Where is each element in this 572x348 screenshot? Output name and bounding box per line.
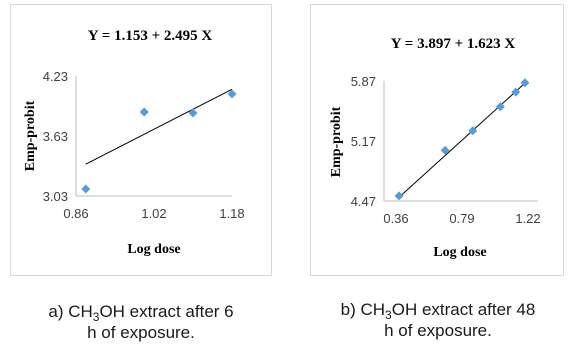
chart-b-point-4	[511, 87, 521, 97]
chart-b-point-0	[394, 191, 404, 201]
chart-a-ytick-1: 3.63	[43, 129, 68, 144]
chart-a-ylabel: Emp-probit	[23, 100, 38, 171]
caption-a-line2: h of exposure.	[87, 323, 195, 342]
chart-b-point-1	[440, 145, 450, 155]
chart-b-ytick-1: 5.17	[351, 134, 376, 149]
chart-b-point-2	[468, 126, 478, 136]
caption-b: b) CH3OH extract after 48 h of exposure.	[312, 300, 564, 341]
chart-b-xtick-0: 0.36	[383, 211, 408, 226]
chart-b-xlabel: Log dose	[433, 245, 486, 260]
chart-b-point-5	[520, 78, 530, 88]
chart-a-title: Y = 1.153 + 2.495 X	[88, 28, 213, 44]
chart-a-plot	[81, 88, 237, 194]
caption-a: a) CH3OH extract after 6 h of exposure.	[20, 302, 262, 343]
caption-b-line2: h of exposure.	[384, 321, 492, 340]
chart-b-point-3	[495, 102, 505, 112]
chart-a-ytick-2: 4.23	[43, 69, 68, 84]
chart-b-plot	[394, 78, 530, 201]
chart-a-point-3	[227, 89, 237, 99]
chart-b-xtick-2: 1.22	[515, 211, 540, 226]
chart-a-point-2	[188, 108, 198, 118]
chart-b-svg: Y = 3.897 + 1.623 X 4.47 5.17 5.87 0.36 …	[310, 4, 564, 276]
chart-a-ytick-0: 3.03	[43, 189, 68, 204]
chart-a-point-0	[81, 184, 91, 194]
chart-a-xlabel: Log dose	[127, 242, 180, 257]
chart-a-xtick-0: 0.86	[63, 206, 88, 221]
chart-b-trendline	[398, 82, 526, 198]
chart-b-ytick-2: 5.87	[351, 74, 376, 89]
chart-b-title: Y = 3.897 + 1.623 X	[391, 36, 516, 52]
chart-a-trendline	[85, 88, 233, 165]
chart-a-xtick-2: 1.18	[219, 206, 244, 221]
chart-b-xtick-1: 0.79	[449, 211, 474, 226]
chart-a-xtick-1: 1.02	[141, 206, 166, 221]
chart-b-border	[310, 4, 564, 276]
chart-b-ylabel: Emp-probit	[329, 106, 344, 177]
caption-a-line1: a) CH3OH extract after 6	[48, 302, 234, 324]
chart-a-point-1	[139, 107, 149, 117]
chart-panel-b: Y = 3.897 + 1.623 X 4.47 5.17 5.87 0.36 …	[310, 4, 564, 276]
chart-b-ytick-0: 4.47	[351, 194, 376, 209]
caption-b-line1: b) CH3OH extract after 48	[340, 300, 536, 322]
chart-panel-a: Y = 1.153 + 2.495 X 3.03 3.63 4.23 0.86 …	[10, 4, 272, 276]
chart-a-svg: Y = 1.153 + 2.495 X 3.03 3.63 4.23 0.86 …	[10, 4, 272, 276]
chart-a-border	[10, 4, 272, 276]
